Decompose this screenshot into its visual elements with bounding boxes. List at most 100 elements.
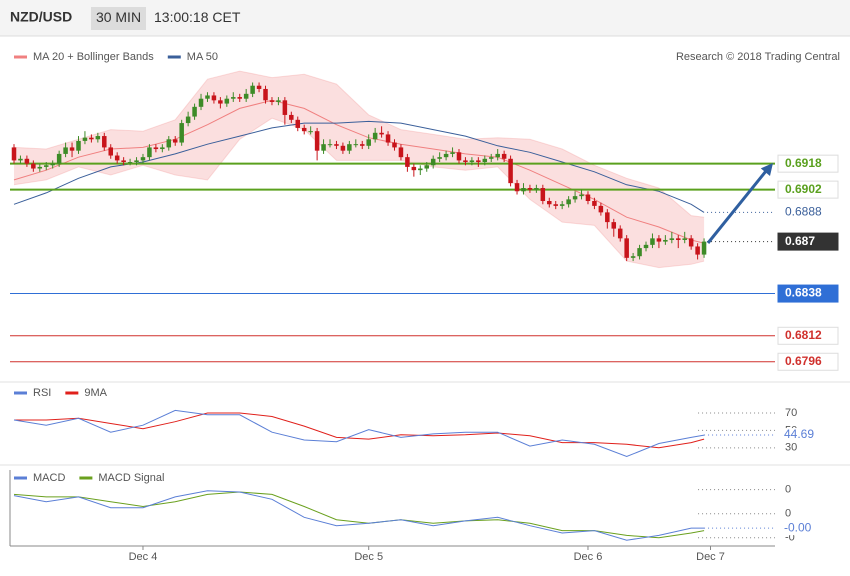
candle-body bbox=[385, 134, 391, 143]
candle-body bbox=[579, 194, 584, 197]
level-label: 0.6902 bbox=[785, 182, 822, 196]
candle-body bbox=[250, 85, 255, 94]
candle-body bbox=[76, 140, 81, 151]
candle-body bbox=[398, 147, 404, 158]
legend-label: 9MA bbox=[84, 387, 107, 399]
candle-body bbox=[682, 238, 687, 240]
legend-label: MACD Signal bbox=[98, 472, 164, 484]
level-label-box bbox=[777, 232, 839, 251]
candle-body bbox=[501, 153, 507, 159]
candle-body bbox=[31, 163, 36, 169]
candle-body bbox=[114, 155, 120, 161]
candle-body bbox=[211, 95, 217, 101]
candle-body bbox=[527, 188, 533, 190]
level-label: 0.6796 bbox=[785, 354, 822, 368]
candle-body bbox=[256, 85, 262, 89]
candle-body bbox=[82, 137, 88, 141]
arrow-head bbox=[760, 163, 773, 176]
band-lower bbox=[13, 117, 705, 269]
candle-body bbox=[695, 246, 700, 255]
timeframe-box bbox=[91, 7, 146, 30]
candle-body bbox=[295, 119, 301, 128]
indicator-line bbox=[13, 491, 705, 539]
candle-body bbox=[559, 204, 565, 206]
credit: Research © 2018 Trading Central bbox=[676, 51, 840, 63]
candle-body bbox=[198, 98, 204, 107]
x-tick-label: Dec 4 bbox=[129, 551, 158, 563]
candle-body bbox=[314, 131, 320, 151]
candle-body bbox=[411, 166, 417, 171]
candle-body bbox=[521, 188, 526, 192]
candle-body bbox=[134, 160, 139, 163]
candle-body bbox=[308, 131, 313, 133]
band-upper bbox=[13, 70, 705, 218]
candle-body bbox=[572, 196, 578, 200]
arrow-shaft bbox=[706, 170, 768, 244]
level-label: 0.6838 bbox=[785, 286, 822, 300]
legend-label: MA 50 bbox=[187, 51, 218, 63]
candle-body bbox=[18, 158, 23, 161]
candle-body bbox=[701, 241, 707, 255]
candle-body bbox=[372, 132, 378, 140]
candle-body bbox=[160, 147, 165, 150]
candle-body bbox=[418, 168, 423, 171]
candle-body bbox=[321, 144, 326, 151]
symbol: NZD/USD bbox=[10, 9, 72, 25]
candle-body bbox=[237, 97, 242, 99]
forecast-arrow bbox=[706, 163, 773, 244]
candle-body bbox=[437, 157, 442, 159]
last-value-label: -0.00 bbox=[784, 520, 812, 534]
bollinger-band bbox=[14, 71, 705, 268]
candle-body bbox=[340, 145, 346, 151]
candle-body bbox=[676, 238, 681, 240]
candle-body bbox=[166, 139, 172, 148]
candle-body bbox=[450, 152, 455, 154]
candle-body bbox=[172, 139, 178, 143]
candle-body bbox=[108, 147, 113, 156]
candle-body bbox=[218, 100, 223, 104]
candle-body bbox=[488, 157, 494, 159]
candle-body bbox=[56, 153, 62, 164]
candle-body bbox=[50, 163, 55, 166]
candle-body bbox=[469, 160, 475, 163]
candle-body bbox=[405, 157, 410, 167]
legend-label: MACD bbox=[33, 472, 65, 484]
candle-body bbox=[102, 136, 107, 148]
candle-body bbox=[24, 158, 30, 164]
candle-body bbox=[392, 142, 397, 148]
candle-body bbox=[89, 137, 94, 140]
candle-body bbox=[263, 88, 268, 101]
level-label-box bbox=[777, 326, 839, 345]
level-label-box bbox=[777, 154, 839, 173]
candle-body bbox=[327, 144, 333, 146]
x-tick-label: Dec 7 bbox=[696, 551, 725, 563]
candle-body bbox=[359, 144, 365, 146]
candle-body bbox=[334, 144, 339, 146]
indicator-line bbox=[14, 412, 705, 449]
y-tick-label: -0 bbox=[785, 532, 795, 544]
candle-body bbox=[121, 160, 126, 163]
candle-body bbox=[598, 205, 604, 213]
last-value-label: 44.69 bbox=[784, 427, 814, 441]
candle-body bbox=[495, 153, 500, 158]
candle-body bbox=[669, 238, 675, 240]
candle-body bbox=[456, 152, 462, 161]
candle-body bbox=[69, 147, 75, 151]
candle-body bbox=[192, 106, 197, 117]
candle-body bbox=[231, 97, 236, 99]
candle-body bbox=[482, 158, 488, 163]
candle-body bbox=[153, 147, 159, 150]
candle-body bbox=[547, 201, 552, 205]
candle-body bbox=[147, 147, 152, 158]
candle-body bbox=[430, 158, 436, 166]
candle-body bbox=[205, 95, 210, 99]
candle-body bbox=[366, 139, 371, 146]
candle-body bbox=[643, 244, 649, 249]
candle-body bbox=[637, 248, 642, 257]
y-tick-label: 0 bbox=[785, 484, 791, 496]
y-tick-label: 0 bbox=[785, 508, 791, 520]
candle-body bbox=[289, 114, 294, 120]
candle-body bbox=[424, 165, 430, 169]
